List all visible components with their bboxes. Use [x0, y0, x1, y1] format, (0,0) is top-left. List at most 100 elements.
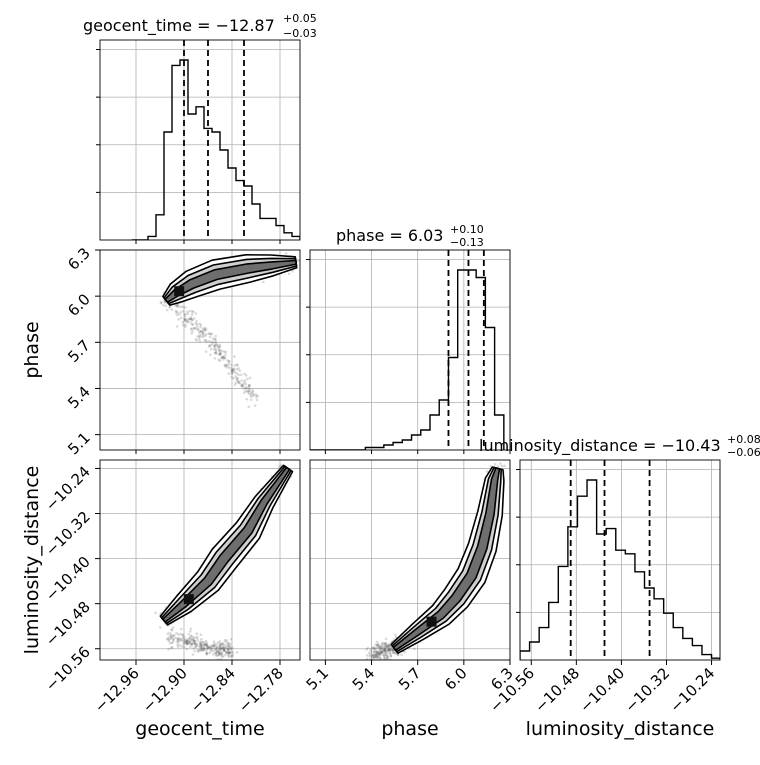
- scatter-point: [200, 646, 204, 650]
- ytick-label-luminosity_distance: −10.24: [42, 463, 94, 515]
- scatter-point: [181, 320, 185, 324]
- scatter-point: [214, 648, 217, 651]
- scatter-point: [201, 332, 205, 336]
- scatter-point: [202, 327, 206, 331]
- scatter-point: [382, 653, 386, 657]
- scatter-point: [184, 323, 187, 327]
- hist-luminosity_distance: [520, 460, 720, 660]
- scatter-point: [200, 646, 204, 650]
- scatter-point: [365, 648, 368, 651]
- scatter-point: [170, 636, 173, 640]
- scatter-point: [228, 651, 232, 655]
- scatter-point: [166, 638, 169, 641]
- scatter-point: [221, 642, 224, 646]
- scatter-point: [262, 280, 265, 284]
- scatter-point: [218, 647, 222, 651]
- scatter-point: [238, 381, 241, 385]
- scatter-point: [183, 319, 187, 322]
- scatter-point: [371, 653, 374, 657]
- scatter-point: [183, 640, 187, 644]
- scatter-point: [388, 652, 392, 655]
- xtick-label-luminosity_distance: −10.32: [621, 664, 673, 716]
- scatter-point: [179, 316, 183, 320]
- scatter-point: [212, 340, 215, 344]
- scatter-point: [377, 652, 381, 655]
- scatter-point: [297, 259, 300, 262]
- scatter-point: [366, 646, 370, 650]
- scatter-point: [386, 649, 390, 652]
- xtick-label-phase: 5.4: [349, 664, 379, 694]
- scatter-point: [247, 392, 251, 396]
- scatter-point: [227, 652, 230, 656]
- scatter-point: [383, 643, 386, 647]
- scatter-point: [193, 636, 196, 639]
- scatter-point: [172, 634, 175, 638]
- scatter-point: [174, 636, 177, 640]
- scatter-point: [203, 329, 207, 332]
- scatter-point: [236, 380, 240, 383]
- scatter-point: [190, 643, 194, 647]
- scatter-point: [182, 635, 186, 638]
- scatter-point: [216, 658, 220, 660]
- scatter-point: [220, 652, 224, 655]
- scatter-point: [249, 395, 253, 398]
- scatter-point: [220, 652, 223, 655]
- scatter-point: [214, 651, 217, 655]
- scatter-point: [217, 358, 221, 362]
- scatter-point: [234, 381, 238, 385]
- scatter-point: [199, 330, 203, 333]
- scatter-point: [199, 648, 202, 652]
- scatter-point: [390, 647, 393, 651]
- scatter-point: [187, 317, 191, 321]
- scatter-point: [199, 642, 203, 646]
- scatter-point: [499, 462, 502, 465]
- scatter-point: [377, 645, 381, 649]
- scatter-point: [230, 375, 234, 379]
- scatter-point: [201, 644, 205, 647]
- scatter-point: [388, 649, 392, 652]
- ytick-label-phase: 5.7: [64, 336, 94, 366]
- scatter-point: [384, 642, 388, 645]
- scatter-point: [189, 640, 192, 643]
- scatter-point: [196, 328, 199, 331]
- scatter-point: [188, 317, 192, 321]
- scatter-point: [400, 653, 403, 657]
- hist-phase: [310, 250, 505, 450]
- panel-geocent_time-geocent_time: [100, 40, 300, 240]
- scatter-point: [195, 636, 199, 640]
- scatter-point: [374, 653, 378, 657]
- scatter-point: [189, 327, 193, 331]
- scatter-point: [227, 647, 230, 651]
- scatter-point: [195, 642, 199, 646]
- scatter-point: [167, 647, 170, 651]
- scatter-point: [189, 316, 193, 319]
- scatter-point: [196, 325, 199, 328]
- scatter-point: [206, 646, 210, 649]
- scatter-point: [393, 652, 397, 655]
- scatter-point: [204, 333, 208, 336]
- scatter-point: [245, 397, 249, 401]
- scatter-point: [186, 312, 190, 316]
- scatter-point: [383, 642, 387, 646]
- scatter-point: [381, 649, 385, 653]
- scatter-point: [376, 652, 379, 655]
- scatter-point: [225, 364, 229, 367]
- scatter-point: [175, 304, 179, 308]
- panel-frame: [309, 459, 511, 661]
- scatter-point: [228, 645, 231, 648]
- scatter-point: [181, 633, 184, 636]
- scatter-point: [225, 651, 228, 655]
- title-luminosity-distance: luminosity_distance = −10.43: [479, 436, 721, 456]
- scatter-point: [204, 642, 207, 646]
- panel-frame: [519, 459, 721, 661]
- scatter-point: [375, 640, 379, 644]
- scatter-point: [170, 308, 174, 312]
- scatter-point: [226, 359, 229, 362]
- title-geocent-time-plus: +0.05: [283, 12, 317, 25]
- scatter-point: [183, 318, 187, 321]
- scatter-point: [218, 652, 221, 655]
- scatter-point: [235, 363, 239, 366]
- scatter-point: [393, 633, 397, 637]
- scatter-point: [170, 645, 174, 649]
- scatter-point: [201, 331, 205, 335]
